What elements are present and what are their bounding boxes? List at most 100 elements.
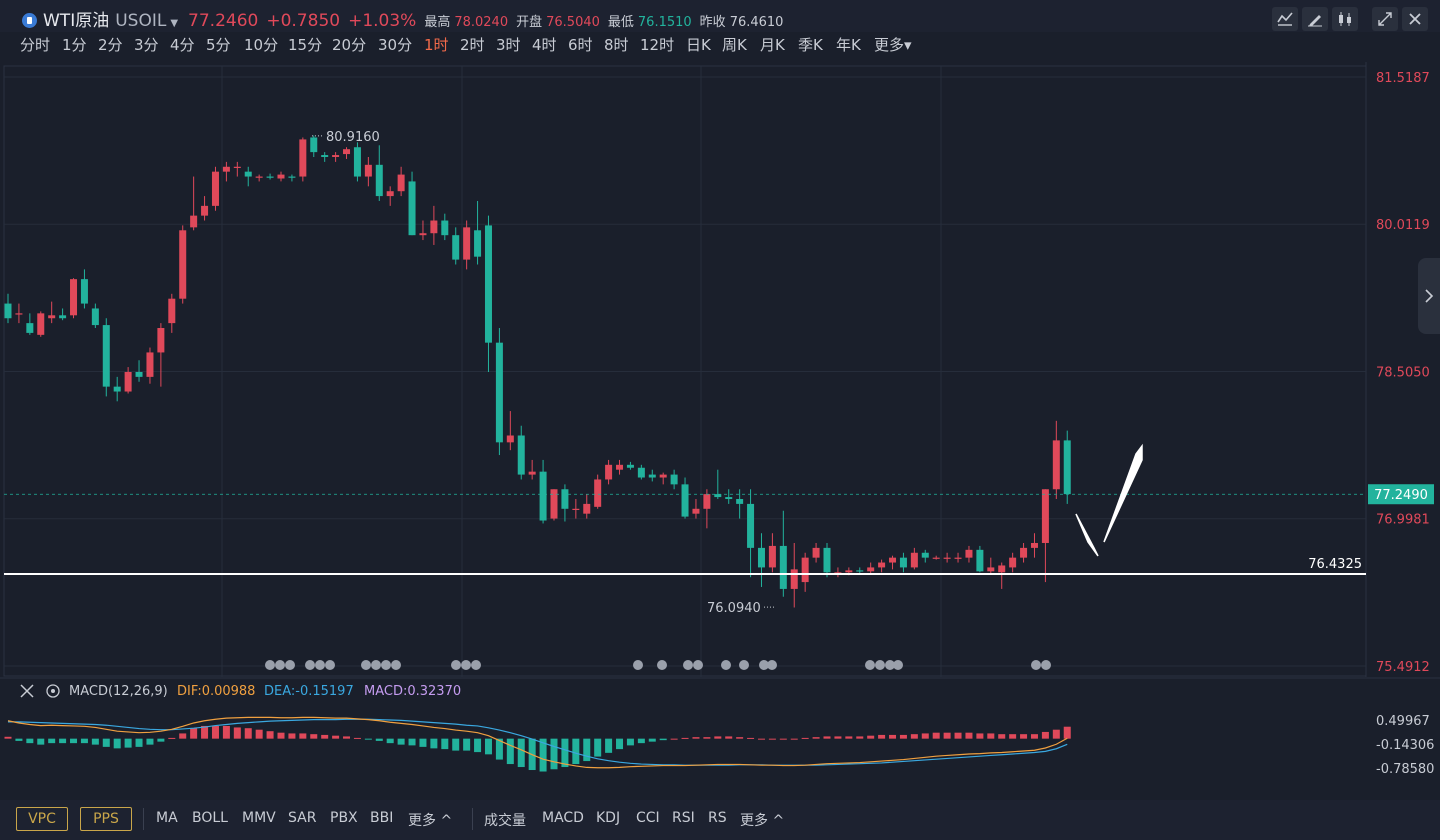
candle-body[interactable] — [48, 315, 56, 319]
main-indicator-5[interactable]: BBI — [370, 810, 394, 826]
candle-body[interactable] — [124, 371, 132, 392]
candle-body[interactable] — [1030, 542, 1038, 548]
candle-body[interactable] — [867, 567, 875, 572]
candle-body[interactable] — [681, 484, 689, 517]
interval-7[interactable]: 15分 — [288, 36, 323, 54]
preset-button-vpc[interactable]: VPC — [16, 807, 68, 831]
candle-body[interactable] — [80, 279, 88, 304]
candle-body[interactable] — [299, 139, 307, 177]
candle-body[interactable] — [659, 474, 667, 478]
event-marker-icon[interactable] — [893, 660, 903, 670]
candle-body[interactable] — [146, 352, 154, 377]
candle-body[interactable] — [495, 342, 503, 443]
interval-9[interactable]: 30分 — [378, 36, 413, 54]
candle-body[interactable] — [670, 474, 678, 485]
candle-body[interactable] — [594, 479, 602, 507]
candle-body[interactable] — [725, 497, 733, 500]
candle-body[interactable] — [353, 147, 361, 177]
candle-body[interactable] — [386, 191, 394, 197]
candle-body[interactable] — [474, 230, 482, 257]
candle-body[interactable] — [255, 176, 263, 178]
interval-16[interactable]: 12时 — [640, 36, 675, 54]
candle-body[interactable] — [539, 471, 547, 521]
settings-gear-icon[interactable] — [46, 684, 60, 698]
line-chart-button[interactable] — [1272, 7, 1298, 31]
event-marker-icon[interactable] — [361, 660, 371, 670]
sub-indicator-0[interactable]: 成交量 — [484, 813, 526, 829]
candle-body[interactable] — [637, 467, 645, 478]
interval-10[interactable]: 1时 — [424, 36, 449, 54]
draw-button[interactable] — [1302, 7, 1328, 31]
interval-6[interactable]: 10分 — [244, 36, 279, 54]
candle-body[interactable] — [1063, 440, 1071, 495]
expand-button[interactable] — [1372, 7, 1398, 31]
candle-body[interactable] — [910, 552, 918, 568]
candle-body[interactable] — [692, 508, 700, 514]
candle-body[interactable] — [899, 557, 907, 568]
candle-body[interactable] — [889, 557, 897, 563]
interval-20[interactable]: 季K — [798, 36, 823, 54]
main-indicator-2[interactable]: MMV — [242, 810, 276, 826]
candle-body[interactable] — [244, 171, 252, 177]
interval-8[interactable]: 20分 — [332, 36, 367, 54]
candle-body[interactable] — [757, 547, 765, 568]
candle-body[interactable] — [648, 474, 656, 478]
interval-13[interactable]: 4时 — [532, 36, 557, 54]
candle-body[interactable] — [441, 220, 449, 236]
interval-4[interactable]: 4分 — [170, 36, 195, 54]
event-marker-icon[interactable] — [265, 660, 275, 670]
candle-body[interactable] — [790, 569, 798, 589]
candle-body[interactable] — [26, 323, 34, 333]
interval-18[interactable]: 周K — [722, 36, 747, 54]
candle-body[interactable] — [102, 325, 110, 387]
candle-body[interactable] — [528, 471, 536, 475]
interval-2[interactable]: 2分 — [98, 36, 123, 54]
candle-body[interactable] — [998, 565, 1006, 573]
event-marker-icon[interactable] — [371, 660, 381, 670]
interval-19[interactable]: 月K — [760, 36, 785, 54]
interval-15[interactable]: 8时 — [604, 36, 629, 54]
event-marker-icon[interactable] — [1041, 660, 1051, 670]
candle-body[interactable] — [1009, 557, 1017, 568]
candle-body[interactable] — [572, 508, 580, 510]
up-arrow-drawing[interactable] — [1103, 443, 1143, 543]
candle-body[interactable] — [845, 570, 853, 573]
event-marker-icon[interactable] — [657, 660, 667, 670]
candle-body[interactable] — [583, 503, 591, 514]
candle-body[interactable] — [616, 464, 624, 470]
preset-button-pps[interactable]: PPS — [80, 807, 132, 831]
event-marker-icon[interactable] — [759, 660, 769, 670]
candle-body[interactable] — [310, 137, 318, 153]
candle-body[interactable] — [801, 557, 809, 583]
main-indicator-4[interactable]: PBX — [330, 810, 358, 826]
event-marker-icon[interactable] — [767, 660, 777, 670]
candle-body[interactable] — [277, 174, 285, 179]
candle-body[interactable] — [943, 557, 951, 559]
candle-body[interactable] — [1041, 489, 1049, 543]
candle-body[interactable] — [364, 164, 372, 177]
interval-17[interactable]: 日K — [686, 36, 711, 54]
candle-body[interactable] — [517, 435, 525, 475]
event-marker-icon[interactable] — [683, 660, 693, 670]
event-marker-icon[interactable] — [633, 660, 643, 670]
candle-body[interactable] — [113, 386, 121, 392]
interval-0[interactable]: 分时 — [20, 36, 51, 54]
main-indicator-1[interactable]: BOLL — [192, 810, 228, 826]
symbol-name[interactable]: WTI原油 — [43, 11, 110, 31]
candle-body[interactable] — [736, 499, 744, 504]
sub-indicator-6[interactable]: 更多 ^ — [740, 813, 785, 829]
candle-body[interactable] — [823, 547, 831, 573]
candle-body[interactable] — [4, 303, 12, 319]
candle-body[interactable] — [812, 547, 820, 558]
interval-22[interactable]: 更多▾ — [874, 36, 912, 54]
sub-indicator-2[interactable]: KDJ — [596, 810, 621, 826]
side-panel-toggle[interactable] — [1418, 258, 1440, 334]
close-button[interactable] — [1402, 7, 1428, 31]
candle-body[interactable] — [976, 549, 984, 572]
candle-body[interactable] — [343, 149, 351, 155]
main-indicator-6[interactable]: 更多 ^ — [408, 813, 453, 829]
candle-body[interactable] — [452, 235, 460, 260]
candle-body[interactable] — [856, 570, 864, 572]
candle-body[interactable] — [168, 298, 176, 324]
candle-body[interactable] — [135, 371, 143, 377]
